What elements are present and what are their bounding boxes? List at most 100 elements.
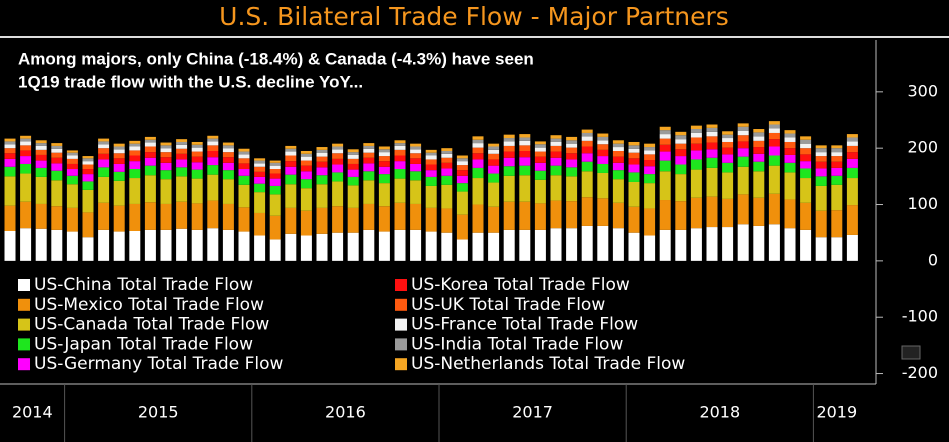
bar-segment: [753, 225, 765, 261]
bar-segment: [737, 130, 749, 136]
bar-segment: [800, 139, 812, 144]
bar-segment: [706, 131, 718, 137]
bar-segment: [363, 145, 375, 149]
bar-segment: [98, 159, 110, 168]
bar-segment: [51, 229, 63, 261]
bar-segment: [488, 146, 500, 150]
bar-segment: [566, 153, 578, 160]
bar-segment: [488, 149, 500, 154]
bar-segment: [207, 200, 219, 229]
bar-segment: [675, 201, 687, 230]
bar-segment: [550, 228, 562, 261]
bar-segment: [160, 152, 172, 158]
bar-segment: [269, 215, 281, 240]
legend-swatch: [18, 298, 30, 311]
bar-segment: [113, 158, 125, 164]
bar-segment: [581, 136, 593, 141]
bar-segment: [129, 231, 141, 261]
bar-segment: [144, 152, 156, 158]
bar-segment: [628, 145, 640, 149]
bar-segment: [113, 149, 125, 154]
bar-segment: [98, 202, 110, 230]
bar-segment: [659, 160, 671, 172]
bar-segment: [66, 158, 78, 164]
bar-segment: [269, 169, 281, 174]
bar-segment: [410, 146, 422, 150]
bar-segment: [191, 147, 203, 152]
bar-segment: [472, 232, 484, 261]
bar-segment: [129, 203, 141, 232]
subtitle: Among majors, only China (-18.4%) & Cana…: [18, 49, 534, 68]
bar-segment: [144, 175, 156, 203]
bar-segment: [222, 157, 234, 163]
bar-segment: [269, 162, 281, 166]
bar-segment: [35, 143, 47, 146]
bar-segment: [238, 151, 250, 155]
bar-segment: [316, 184, 328, 208]
bar-segment: [644, 160, 656, 167]
bar-segment: [82, 158, 94, 162]
bar-segment: [503, 134, 515, 139]
bar-segment: [846, 141, 858, 146]
bar-segment: [332, 164, 344, 173]
bar-segment: [472, 139, 484, 144]
y-tick-label: 200: [907, 138, 938, 157]
bar-segment: [846, 158, 858, 168]
x-tick-label: 2017: [512, 403, 553, 422]
bar-segment: [456, 191, 468, 215]
bar-segment: [659, 229, 671, 261]
bar-segment: [113, 143, 125, 147]
bar-segment: [488, 182, 500, 207]
bar-segment: [628, 172, 640, 182]
bar-segment: [753, 140, 765, 148]
bar-segment: [300, 188, 312, 211]
bar-segment: [300, 171, 312, 180]
bar-segment: [98, 141, 110, 145]
bar-segment: [690, 169, 702, 198]
bar-segment: [378, 161, 390, 167]
bar-segment: [316, 156, 328, 162]
bar-segment: [784, 137, 796, 142]
bar-segment: [363, 143, 375, 146]
bar-segment: [113, 153, 125, 159]
bar-segment: [659, 151, 671, 161]
bar-segment: [441, 148, 453, 151]
legend-swatch: [395, 318, 407, 331]
bar-segment: [831, 184, 843, 211]
bar-segment: [690, 132, 702, 138]
bar-segment: [534, 162, 546, 171]
bar-segment: [347, 163, 359, 170]
bar-segment: [20, 141, 32, 146]
bar-segment: [222, 142, 234, 146]
bar-segment: [160, 229, 172, 261]
bar-segment: [597, 144, 609, 150]
legend-label: US-India Total Trade Flow: [411, 334, 623, 354]
bar-segment: [332, 158, 344, 165]
bar-segment: [160, 157, 172, 163]
bar-segment: [722, 131, 734, 135]
bar-segment: [238, 175, 250, 185]
bar-segment: [316, 149, 328, 153]
bar-segment: [519, 157, 531, 166]
bar-segment: [332, 153, 344, 159]
bar-segment: [129, 150, 141, 156]
bar-segment: [472, 167, 484, 179]
bar-segment: [425, 176, 437, 186]
bar-segment: [690, 197, 702, 229]
bar-segment: [378, 206, 390, 232]
bar-segment: [581, 129, 593, 133]
bar-segment: [722, 141, 734, 148]
bar-segment: [831, 237, 843, 261]
bar-segment: [35, 228, 47, 261]
bar-segment: [519, 229, 531, 261]
bar-segment: [394, 145, 406, 150]
bar-segment: [815, 210, 827, 238]
bar-segment: [456, 161, 468, 166]
bar-segment: [534, 170, 546, 180]
bar-segment: [722, 198, 734, 228]
bar-segment: [254, 160, 266, 164]
bar-segment: [207, 174, 219, 201]
bar-segment: [160, 170, 172, 180]
bar-segment: [269, 194, 281, 216]
bar-segment: [472, 143, 484, 148]
